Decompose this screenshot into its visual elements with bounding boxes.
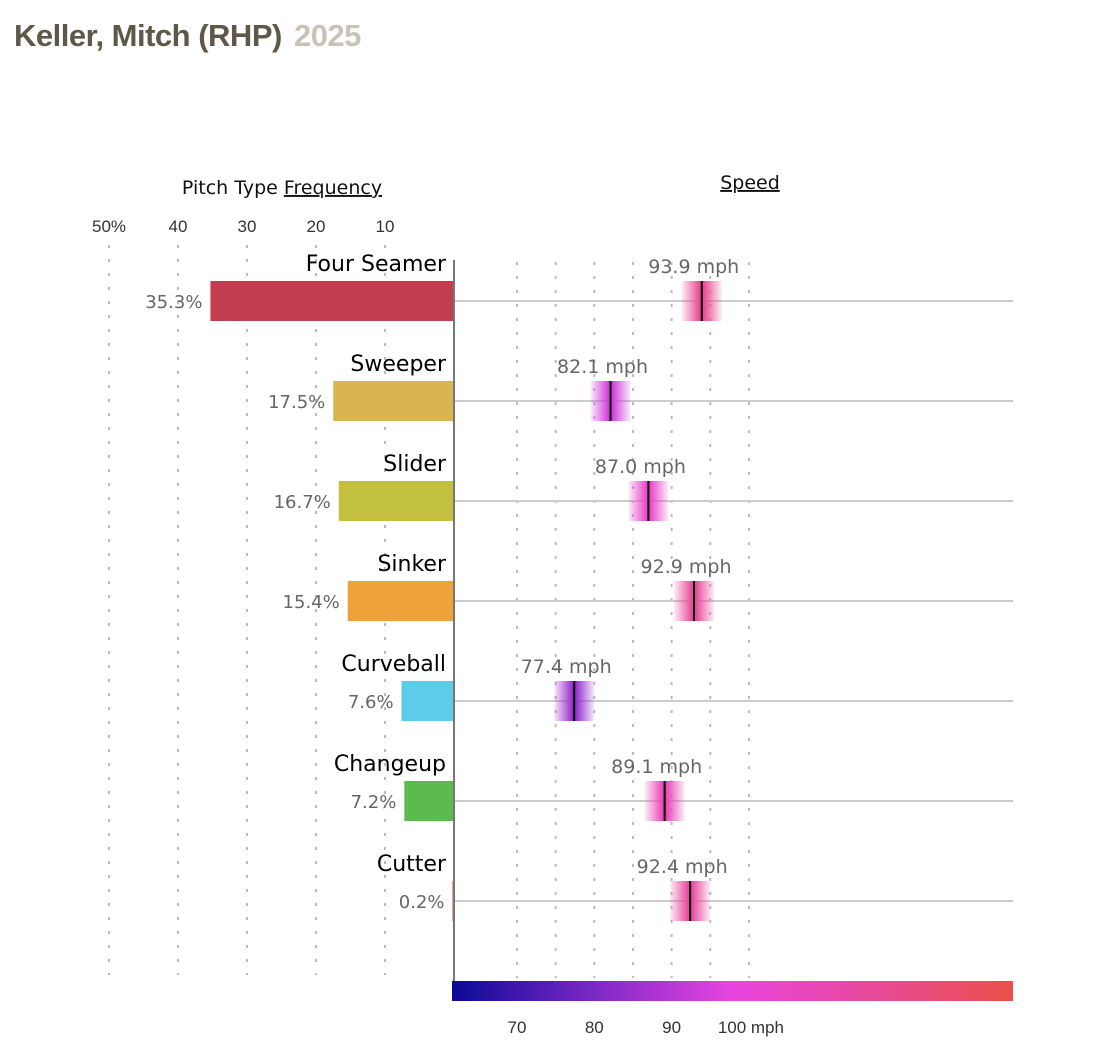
speed-value-label: 89.1 mph bbox=[611, 756, 702, 778]
pitch-name-label: Sweeper bbox=[350, 352, 447, 377]
frequency-value-label: 35.3% bbox=[145, 292, 202, 313]
speed-tick-label: 90 bbox=[662, 1018, 681, 1037]
frequency-bar bbox=[210, 281, 454, 321]
frequency-tick-labels: 50% 40 30 20 10 bbox=[92, 217, 394, 236]
speed-value-label: 77.4 mph bbox=[521, 656, 612, 678]
frequency-bars: Four Seamer 35.3% Sweeper 17.5% Slider 16.7% S… bbox=[145, 252, 454, 921]
frequency-bar bbox=[333, 381, 454, 421]
speed-markers: 93.9 mph 82.1 mph 87.0 mph 92.9 mph 77.4 mph… bbox=[521, 256, 739, 921]
frequency-tick-label: 20 bbox=[307, 217, 326, 236]
speed-tick-labels: 70 80 90 100 mph bbox=[508, 1018, 784, 1037]
pitch-name-label: Four Seamer bbox=[306, 252, 447, 277]
frequency-value-label: 0.2% bbox=[399, 892, 445, 913]
frequency-tick-label: 10 bbox=[376, 217, 395, 236]
speed-color-scale bbox=[452, 981, 1013, 1001]
frequency-tick-label: 30 bbox=[238, 217, 257, 236]
frequency-title: Pitch Type Frequency bbox=[182, 177, 382, 199]
pitch-name-label: Sinker bbox=[377, 552, 447, 577]
frequency-value-label: 16.7% bbox=[274, 492, 331, 513]
frequency-value-label: 7.6% bbox=[348, 692, 394, 713]
speed-tick-label: 80 bbox=[585, 1018, 604, 1037]
frequency-tick-label: 40 bbox=[169, 217, 188, 236]
speed-value-label: 93.9 mph bbox=[648, 256, 739, 278]
frequency-gridlines bbox=[108, 245, 386, 975]
speed-value-label: 92.9 mph bbox=[641, 556, 732, 578]
frequency-bar bbox=[338, 481, 454, 521]
frequency-tick-label: 50% bbox=[92, 217, 126, 236]
speed-value-label: 87.0 mph bbox=[595, 456, 686, 478]
pitch-name-label: Slider bbox=[383, 452, 447, 477]
player-name: Keller, Mitch (RHP) bbox=[14, 18, 282, 53]
pitch-name-label: Cutter bbox=[377, 852, 447, 877]
speed-title: Speed bbox=[720, 172, 780, 194]
speed-value-label: 82.1 mph bbox=[557, 356, 648, 378]
speed-tick-label: 100 mph bbox=[718, 1018, 784, 1037]
frequency-bar bbox=[401, 681, 454, 721]
frequency-bar bbox=[347, 581, 454, 621]
speed-tick-label: 70 bbox=[508, 1018, 527, 1037]
pitch-name-label: Changeup bbox=[334, 752, 446, 777]
speed-value-label: 92.4 mph bbox=[637, 856, 728, 878]
pitch-name-label: Curveball bbox=[341, 652, 446, 677]
frequency-value-label: 15.4% bbox=[283, 592, 340, 613]
frequency-value-label: 17.5% bbox=[268, 392, 325, 413]
frequency-bar bbox=[404, 781, 454, 821]
frequency-value-label: 7.2% bbox=[351, 792, 397, 813]
page-title: Keller, Mitch (RHP) 2025 bbox=[14, 18, 361, 54]
season-year: 2025 bbox=[293, 18, 361, 53]
speed-row-lines bbox=[454, 300, 1013, 902]
